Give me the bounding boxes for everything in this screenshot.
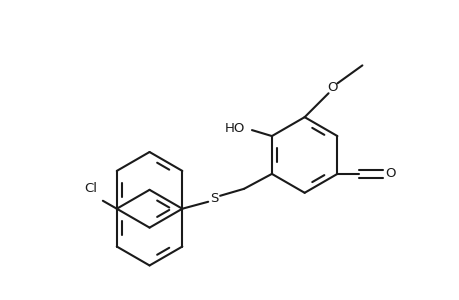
Text: HO: HO — [224, 122, 245, 135]
Text: S: S — [209, 192, 218, 205]
Text: O: O — [384, 167, 395, 180]
Text: Cl: Cl — [84, 182, 97, 195]
Text: O: O — [326, 81, 337, 94]
